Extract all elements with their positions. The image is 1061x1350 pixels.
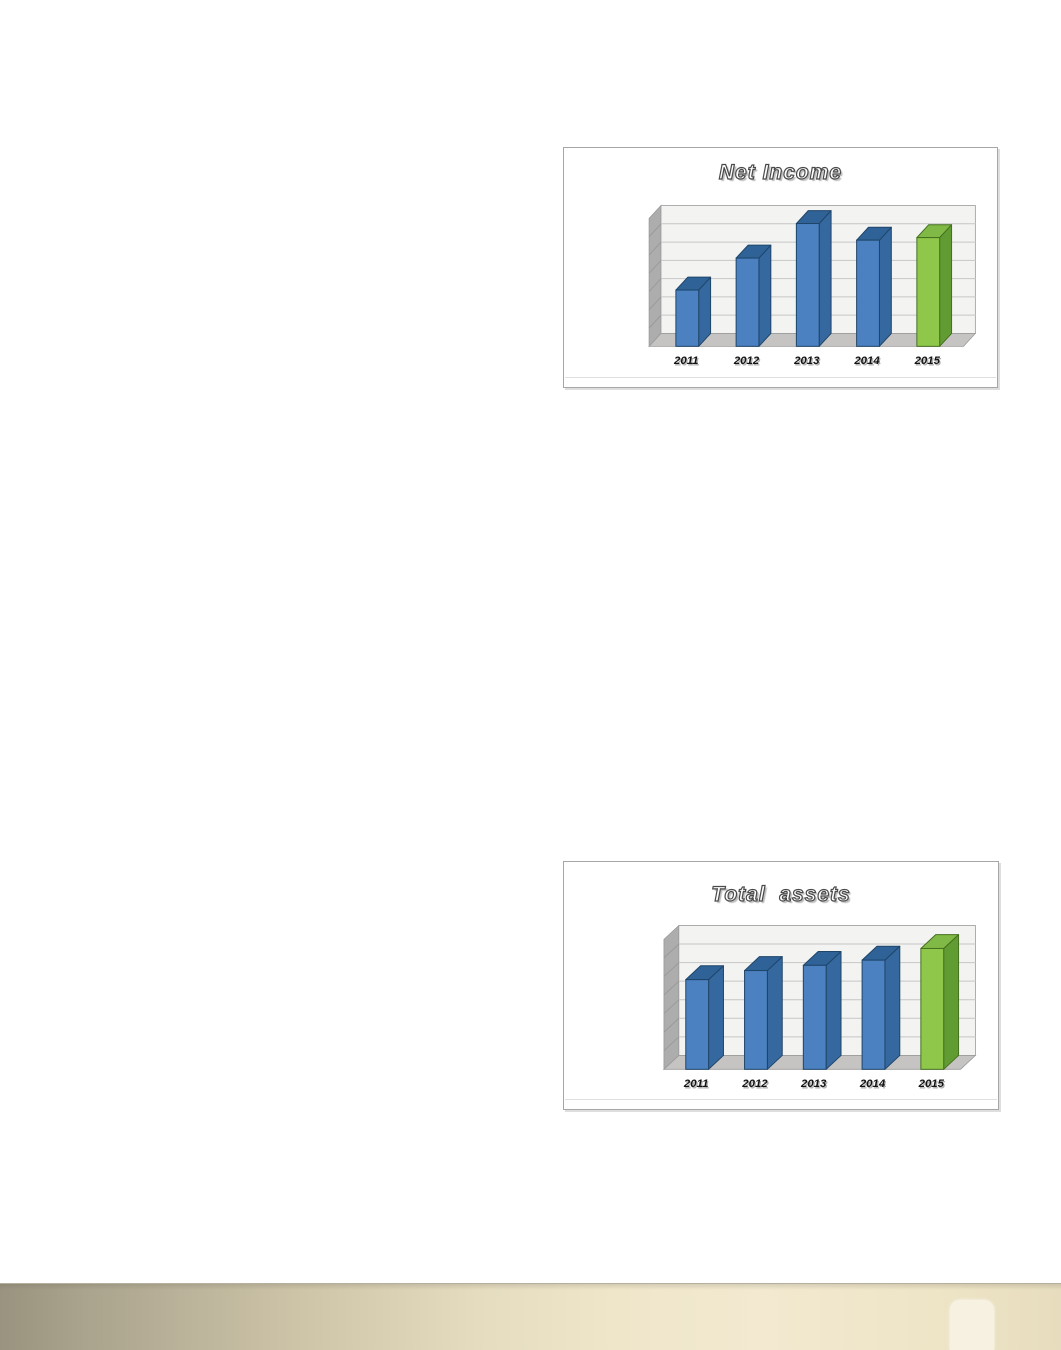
axis-label-2015: 2015 bbox=[918, 1078, 945, 1090]
axis-label-shadow: 2012 bbox=[742, 1079, 769, 1091]
gridline-side bbox=[648, 278, 662, 292]
bottom-gradient-bar bbox=[0, 1283, 1061, 1350]
axis-label-shadow: 2011 bbox=[674, 356, 700, 368]
chart-card-total-assets: Total assets 2011 2011 2012 2012 2013 2013 201… bbox=[563, 861, 999, 1110]
axis-label-shadow: 2015 bbox=[915, 356, 942, 368]
plot-left-wall bbox=[648, 204, 662, 348]
gridline-side bbox=[648, 260, 662, 274]
bar-2012 bbox=[735, 244, 772, 347]
decorative-baseline bbox=[565, 377, 996, 378]
axis-label-shadow: 2013 bbox=[794, 356, 821, 368]
bar-side-face bbox=[878, 226, 892, 347]
gridline-side bbox=[648, 296, 662, 311]
bar-2012 bbox=[744, 956, 783, 1070]
axis-label-2011: 2011 bbox=[673, 355, 699, 367]
gridline-side bbox=[663, 1036, 680, 1052]
gridline-side bbox=[663, 1018, 680, 1033]
bar-2011 bbox=[675, 276, 712, 347]
axis-label-2013: 2013 bbox=[793, 355, 820, 367]
bar-front-face bbox=[735, 257, 760, 347]
bar-side-face bbox=[818, 210, 832, 347]
bar-2015 bbox=[920, 934, 960, 1070]
bar-2013 bbox=[802, 950, 842, 1070]
bar-side-face bbox=[825, 950, 842, 1070]
gridline-side bbox=[648, 241, 662, 256]
gridline-side bbox=[648, 223, 662, 237]
bar-front-face bbox=[920, 947, 945, 1070]
axis-label-shadow: 2012 bbox=[734, 356, 761, 368]
bar-side-face bbox=[884, 945, 901, 1070]
axis-label-2012: 2012 bbox=[741, 1078, 768, 1090]
gridline-side bbox=[663, 962, 680, 977]
bar-side-face bbox=[758, 244, 772, 347]
bar-front-face bbox=[675, 289, 700, 347]
gridline-side bbox=[663, 980, 680, 996]
axis-label-shadow: 2013 bbox=[801, 1079, 828, 1091]
bar-front-face bbox=[744, 970, 768, 1070]
bar-2015 bbox=[916, 224, 953, 347]
bar-front-face bbox=[861, 959, 886, 1070]
gridline-side bbox=[663, 999, 680, 1014]
axis-label-shadow: 2014 bbox=[860, 1079, 887, 1091]
footer-tab[interactable] bbox=[950, 1300, 994, 1350]
bar-2011 bbox=[685, 965, 724, 1070]
axis-label-2014: 2014 bbox=[859, 1078, 886, 1090]
axis-label-2013: 2013 bbox=[800, 1078, 827, 1090]
bar-side-face bbox=[766, 956, 783, 1070]
gridline-side bbox=[648, 314, 662, 329]
chart-title-total-assets: Total assets bbox=[711, 882, 851, 906]
bar-front-face bbox=[916, 237, 941, 347]
chart-card-net-income: Net Income 2011 2011 2012 2012 2013 2013 2014 2… bbox=[563, 147, 998, 388]
axis-label-2014: 2014 bbox=[853, 355, 880, 367]
axis-label-2015: 2015 bbox=[914, 355, 941, 367]
chart-title-net-income: Net Income bbox=[718, 160, 843, 184]
axis-label-2011: 2011 bbox=[683, 1078, 709, 1090]
bar-front-face bbox=[802, 964, 827, 1070]
bar-front-face bbox=[685, 979, 710, 1070]
bar-2014 bbox=[856, 226, 892, 347]
axis-label-shadow: 2015 bbox=[919, 1079, 946, 1091]
bar-front-face bbox=[856, 239, 880, 347]
bar-2013 bbox=[795, 210, 832, 347]
bar-side-face bbox=[943, 934, 960, 1070]
gridline-side bbox=[663, 943, 680, 959]
axis-label-shadow: 2014 bbox=[855, 356, 882, 368]
axis-label-shadow: 2011 bbox=[684, 1079, 710, 1091]
bar-2014 bbox=[861, 945, 901, 1070]
plot-left-wall bbox=[663, 924, 680, 1071]
bar-side-face bbox=[708, 965, 724, 1070]
bar-front-face bbox=[795, 223, 820, 347]
decorative-baseline bbox=[565, 1099, 997, 1100]
axis-label-2012: 2012 bbox=[733, 355, 760, 367]
bar-side-face bbox=[939, 224, 953, 347]
